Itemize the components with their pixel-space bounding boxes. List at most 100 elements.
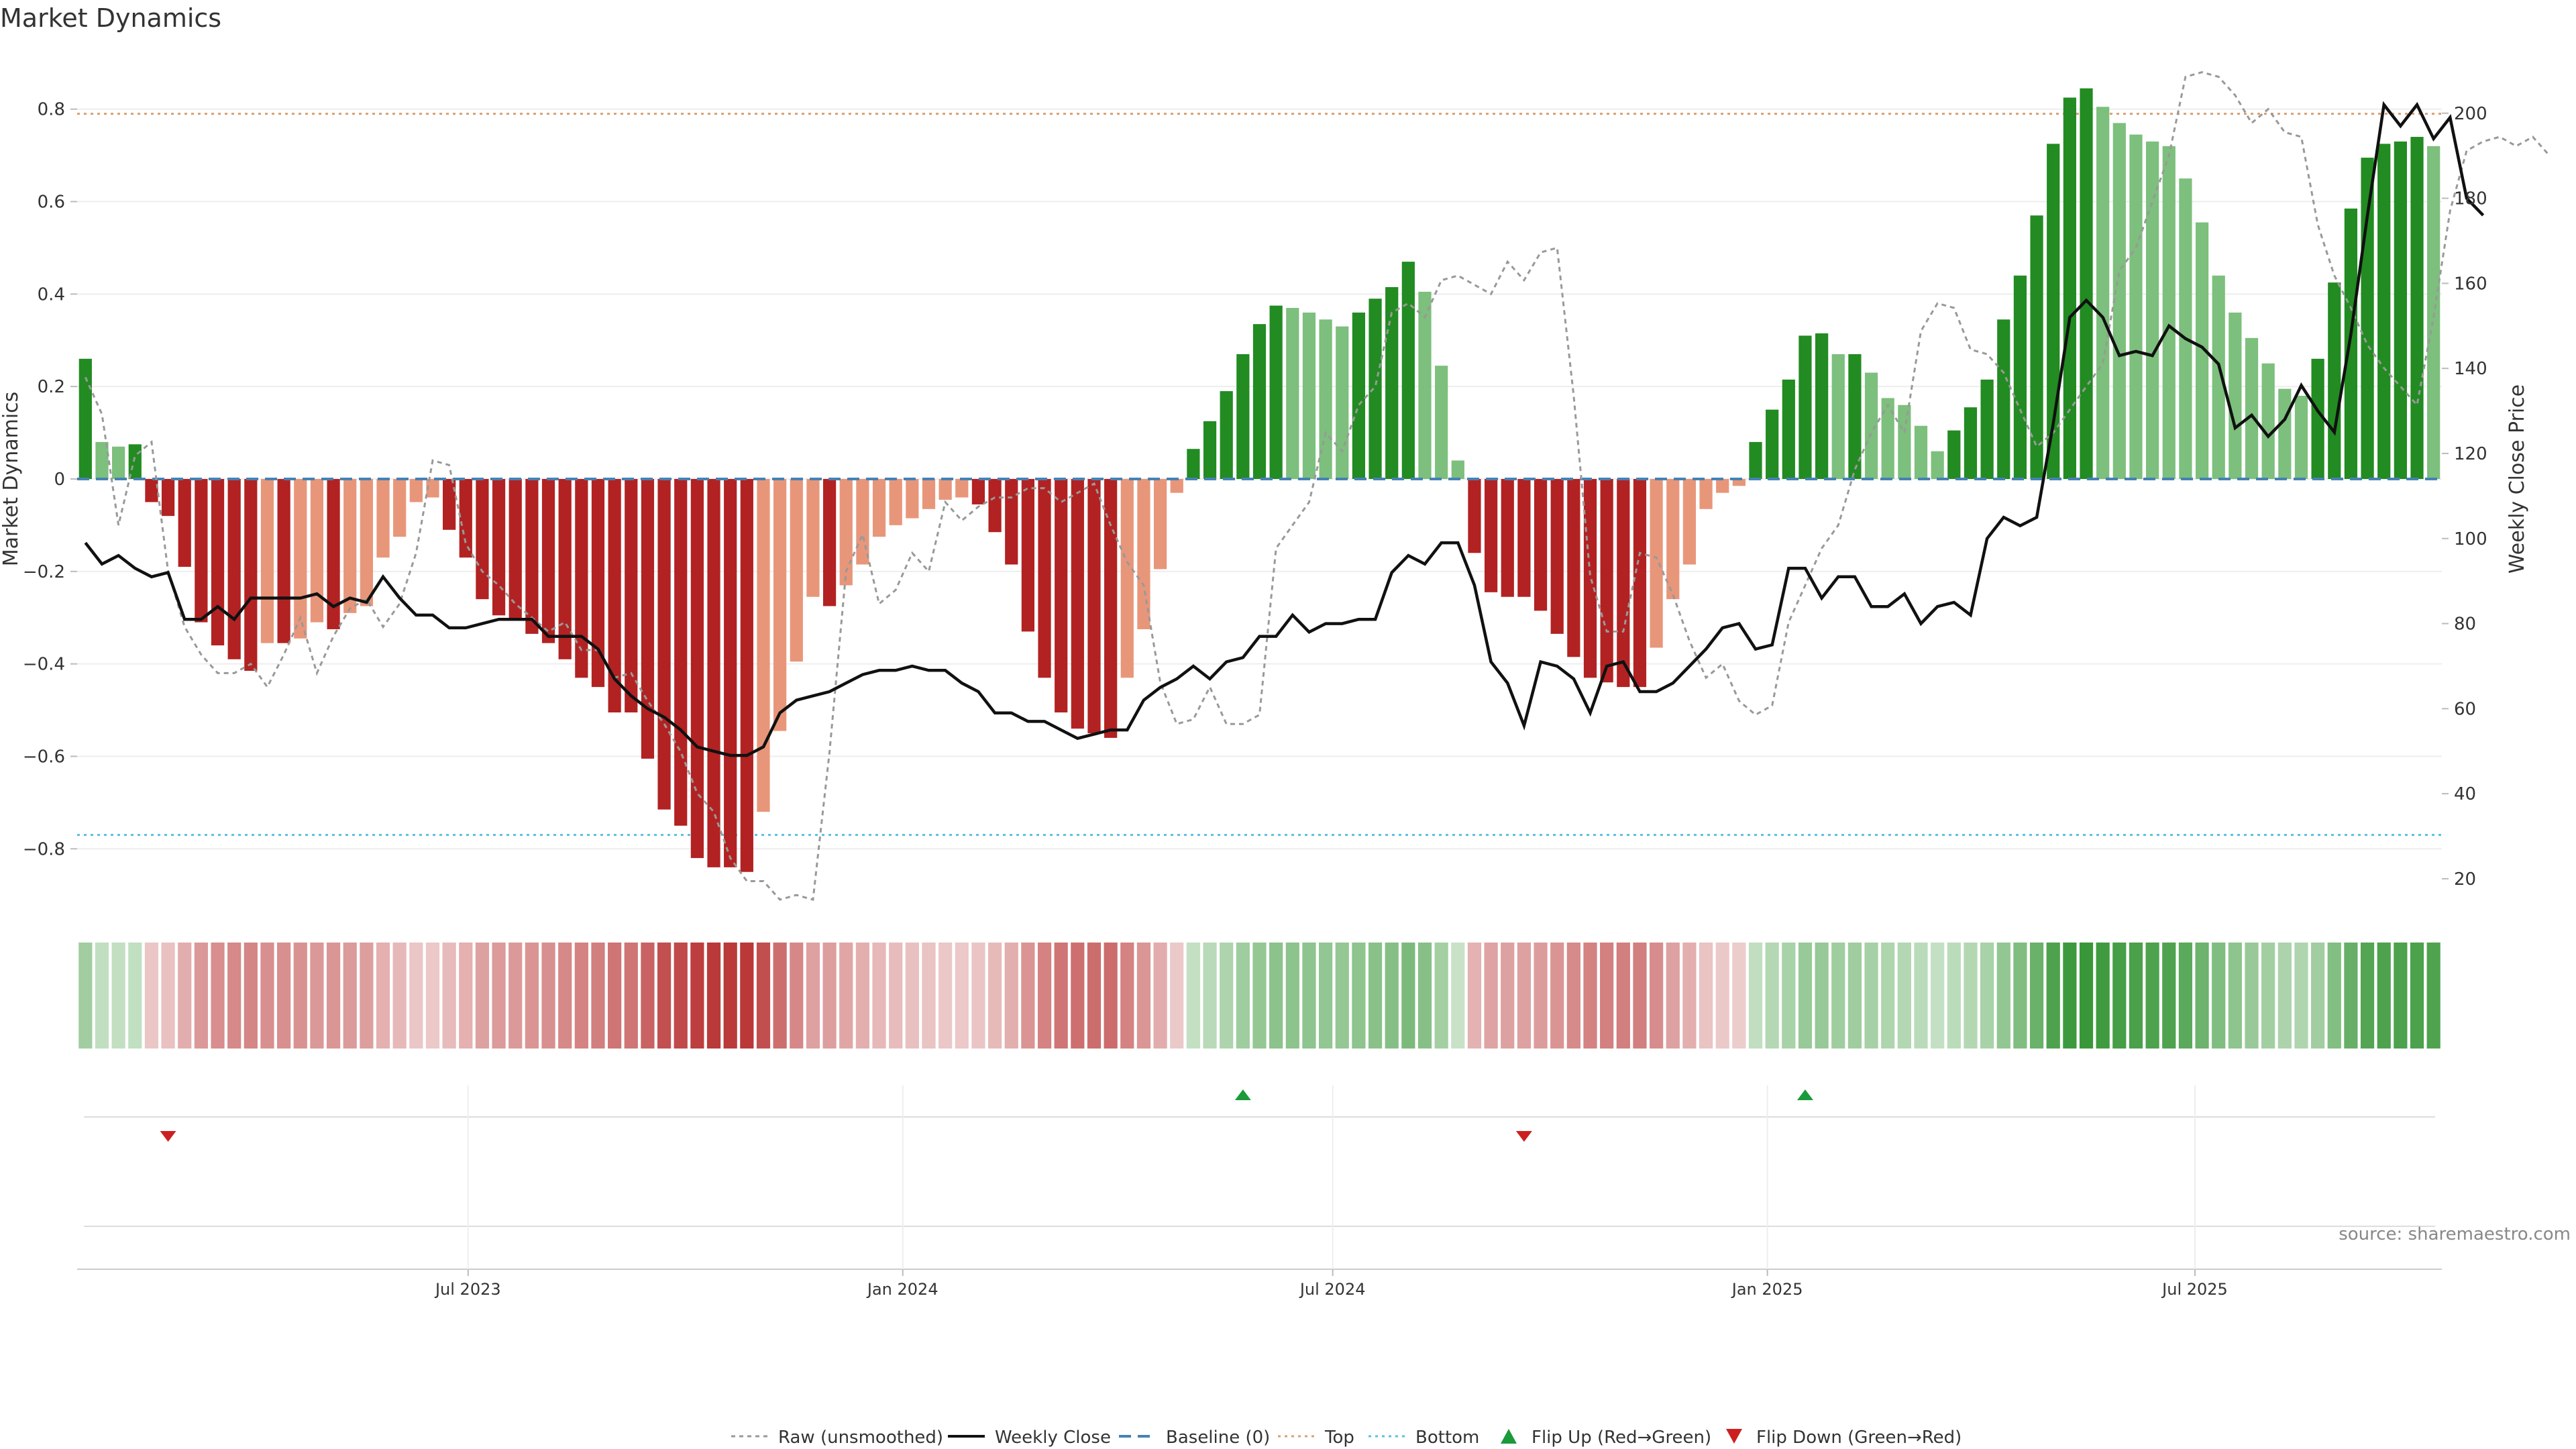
dynamics-bar xyxy=(195,479,208,623)
dynamics-bar xyxy=(740,479,753,872)
heat-strip-cell xyxy=(1583,943,1597,1049)
heat-strip-cell xyxy=(1931,943,1945,1049)
legend-close-label: Weekly Close xyxy=(995,1428,1111,1448)
dynamics-bar xyxy=(922,479,936,509)
flip-up-marker xyxy=(1796,1089,1813,1100)
heat-strip-cell xyxy=(1815,943,1829,1049)
y-axis-right-label: Weekly Close Price xyxy=(2506,384,2529,574)
dynamics-bar xyxy=(1336,326,1349,479)
raw-series-line xyxy=(84,71,2551,902)
dynamics-bar xyxy=(2195,222,2209,479)
x-tick-label: Jul 2023 xyxy=(434,1280,501,1299)
legend-flip-up-label: Flip Up (Red→Green) xyxy=(1532,1428,1711,1448)
heat-strip-cell xyxy=(2261,943,2275,1049)
heat-strip-cell xyxy=(260,943,274,1049)
heat-strip-cell xyxy=(938,943,953,1049)
heat-strip-cell xyxy=(1798,943,1813,1049)
dynamics-bar xyxy=(1617,479,1630,688)
heat-strip-cell xyxy=(2426,943,2440,1049)
dynamics-bar xyxy=(575,479,588,678)
dynamics-bar xyxy=(541,479,555,643)
dynamics-bar xyxy=(2030,215,2043,479)
heat-strip-cell xyxy=(1782,943,1796,1049)
heat-strip-cell xyxy=(1136,943,1151,1049)
dynamics-bar xyxy=(1815,333,1829,479)
dynamics-bar xyxy=(889,479,902,525)
y-right-tick-label: 200 xyxy=(2454,104,2487,124)
heat-strip-cell xyxy=(1186,943,1201,1049)
dynamics-bar xyxy=(508,479,522,621)
dynamics-bar xyxy=(1137,479,1150,629)
dynamics-bar xyxy=(1468,479,1481,553)
heat-strip-cell xyxy=(128,943,142,1049)
y-right-tick-label: 100 xyxy=(2454,529,2487,549)
dynamics-bar xyxy=(707,479,720,867)
dynamics-bar xyxy=(1980,379,1994,479)
heat-strip-cell xyxy=(111,943,125,1049)
dynamics-bar xyxy=(971,479,985,504)
dynamics-bar xyxy=(1749,441,1762,479)
heat-strip-cell xyxy=(293,943,307,1049)
heat-strip-cell xyxy=(178,943,192,1049)
legend-raw-label: Raw (unsmoothed) xyxy=(778,1428,943,1448)
heat-strip xyxy=(78,943,2440,1049)
heat-strip-cell xyxy=(1220,943,1234,1049)
dynamics-bar xyxy=(2344,208,2358,479)
heat-strip-cell xyxy=(1368,943,1383,1049)
dynamics-bar xyxy=(211,479,225,646)
legend-flip-down-swatch xyxy=(1726,1429,1742,1444)
heat-strip-cell xyxy=(1980,943,1994,1049)
heat-strip-cell xyxy=(1748,943,1763,1049)
dynamics-bar xyxy=(2410,137,2424,480)
heat-strip-cell xyxy=(1087,943,1102,1049)
heat-strip-cell xyxy=(2145,943,2159,1049)
legend: Raw (unsmoothed) Weekly Close Baseline (… xyxy=(731,1428,1962,1448)
dynamics-bar xyxy=(1633,479,1647,688)
heat-strip-cell xyxy=(558,943,572,1049)
dynamics-bar xyxy=(1931,451,1944,479)
dynamics-bar xyxy=(822,479,837,606)
heat-strip-cell xyxy=(2228,943,2242,1049)
heat-strip-cell xyxy=(2079,943,2094,1049)
x-tick-label: Jul 2025 xyxy=(2161,1280,2228,1299)
dynamics-bar xyxy=(690,479,704,859)
dynamics-bar xyxy=(674,479,688,826)
dynamics-bar xyxy=(260,479,274,643)
heat-strip-cell xyxy=(806,943,820,1049)
dynamics-bar xyxy=(1319,319,1332,479)
dynamics-bar xyxy=(2328,282,2341,479)
dynamics-bar xyxy=(310,479,324,623)
dynamics-bar xyxy=(1286,308,1299,479)
dynamics-bar xyxy=(2179,178,2192,479)
heat-strip-cell xyxy=(211,943,225,1049)
y-left-tick-label: 0.2 xyxy=(38,377,65,397)
dynamics-bar xyxy=(641,479,655,759)
dynamics-bar xyxy=(2063,97,2076,479)
dynamics-bar xyxy=(1302,312,1316,479)
dynamics-bar xyxy=(1600,479,1613,683)
heat-strip-cell xyxy=(657,943,672,1049)
legend-baseline-label: Baseline (0) xyxy=(1166,1428,1270,1448)
dynamics-bar xyxy=(1914,425,1928,479)
heat-strip-cell xyxy=(839,943,853,1049)
heat-strip-cell xyxy=(1071,943,1085,1049)
dynamics-bar xyxy=(1203,421,1217,479)
heat-strip-cell xyxy=(1318,943,1333,1049)
dynamics-bar xyxy=(1716,479,1729,493)
heat-strip-cell xyxy=(1666,943,1680,1049)
dynamics-bar xyxy=(1021,479,1035,632)
heat-strip-cell xyxy=(855,943,869,1049)
heat-strip-cell xyxy=(409,943,423,1049)
heat-strip-cell xyxy=(1847,943,1862,1049)
x-tick-label: Jan 2024 xyxy=(866,1280,938,1299)
heat-strip-cell xyxy=(1566,943,1580,1049)
heat-strip-cell xyxy=(740,943,754,1049)
heat-strip-cell xyxy=(690,943,704,1049)
dynamics-bar xyxy=(95,441,109,479)
flip-down-marker xyxy=(160,1131,176,1142)
dynamics-bar xyxy=(657,479,671,810)
dynamics-bar xyxy=(426,479,439,498)
flip-down-marker xyxy=(1515,1131,1532,1142)
dynamics-bar xyxy=(591,479,605,688)
